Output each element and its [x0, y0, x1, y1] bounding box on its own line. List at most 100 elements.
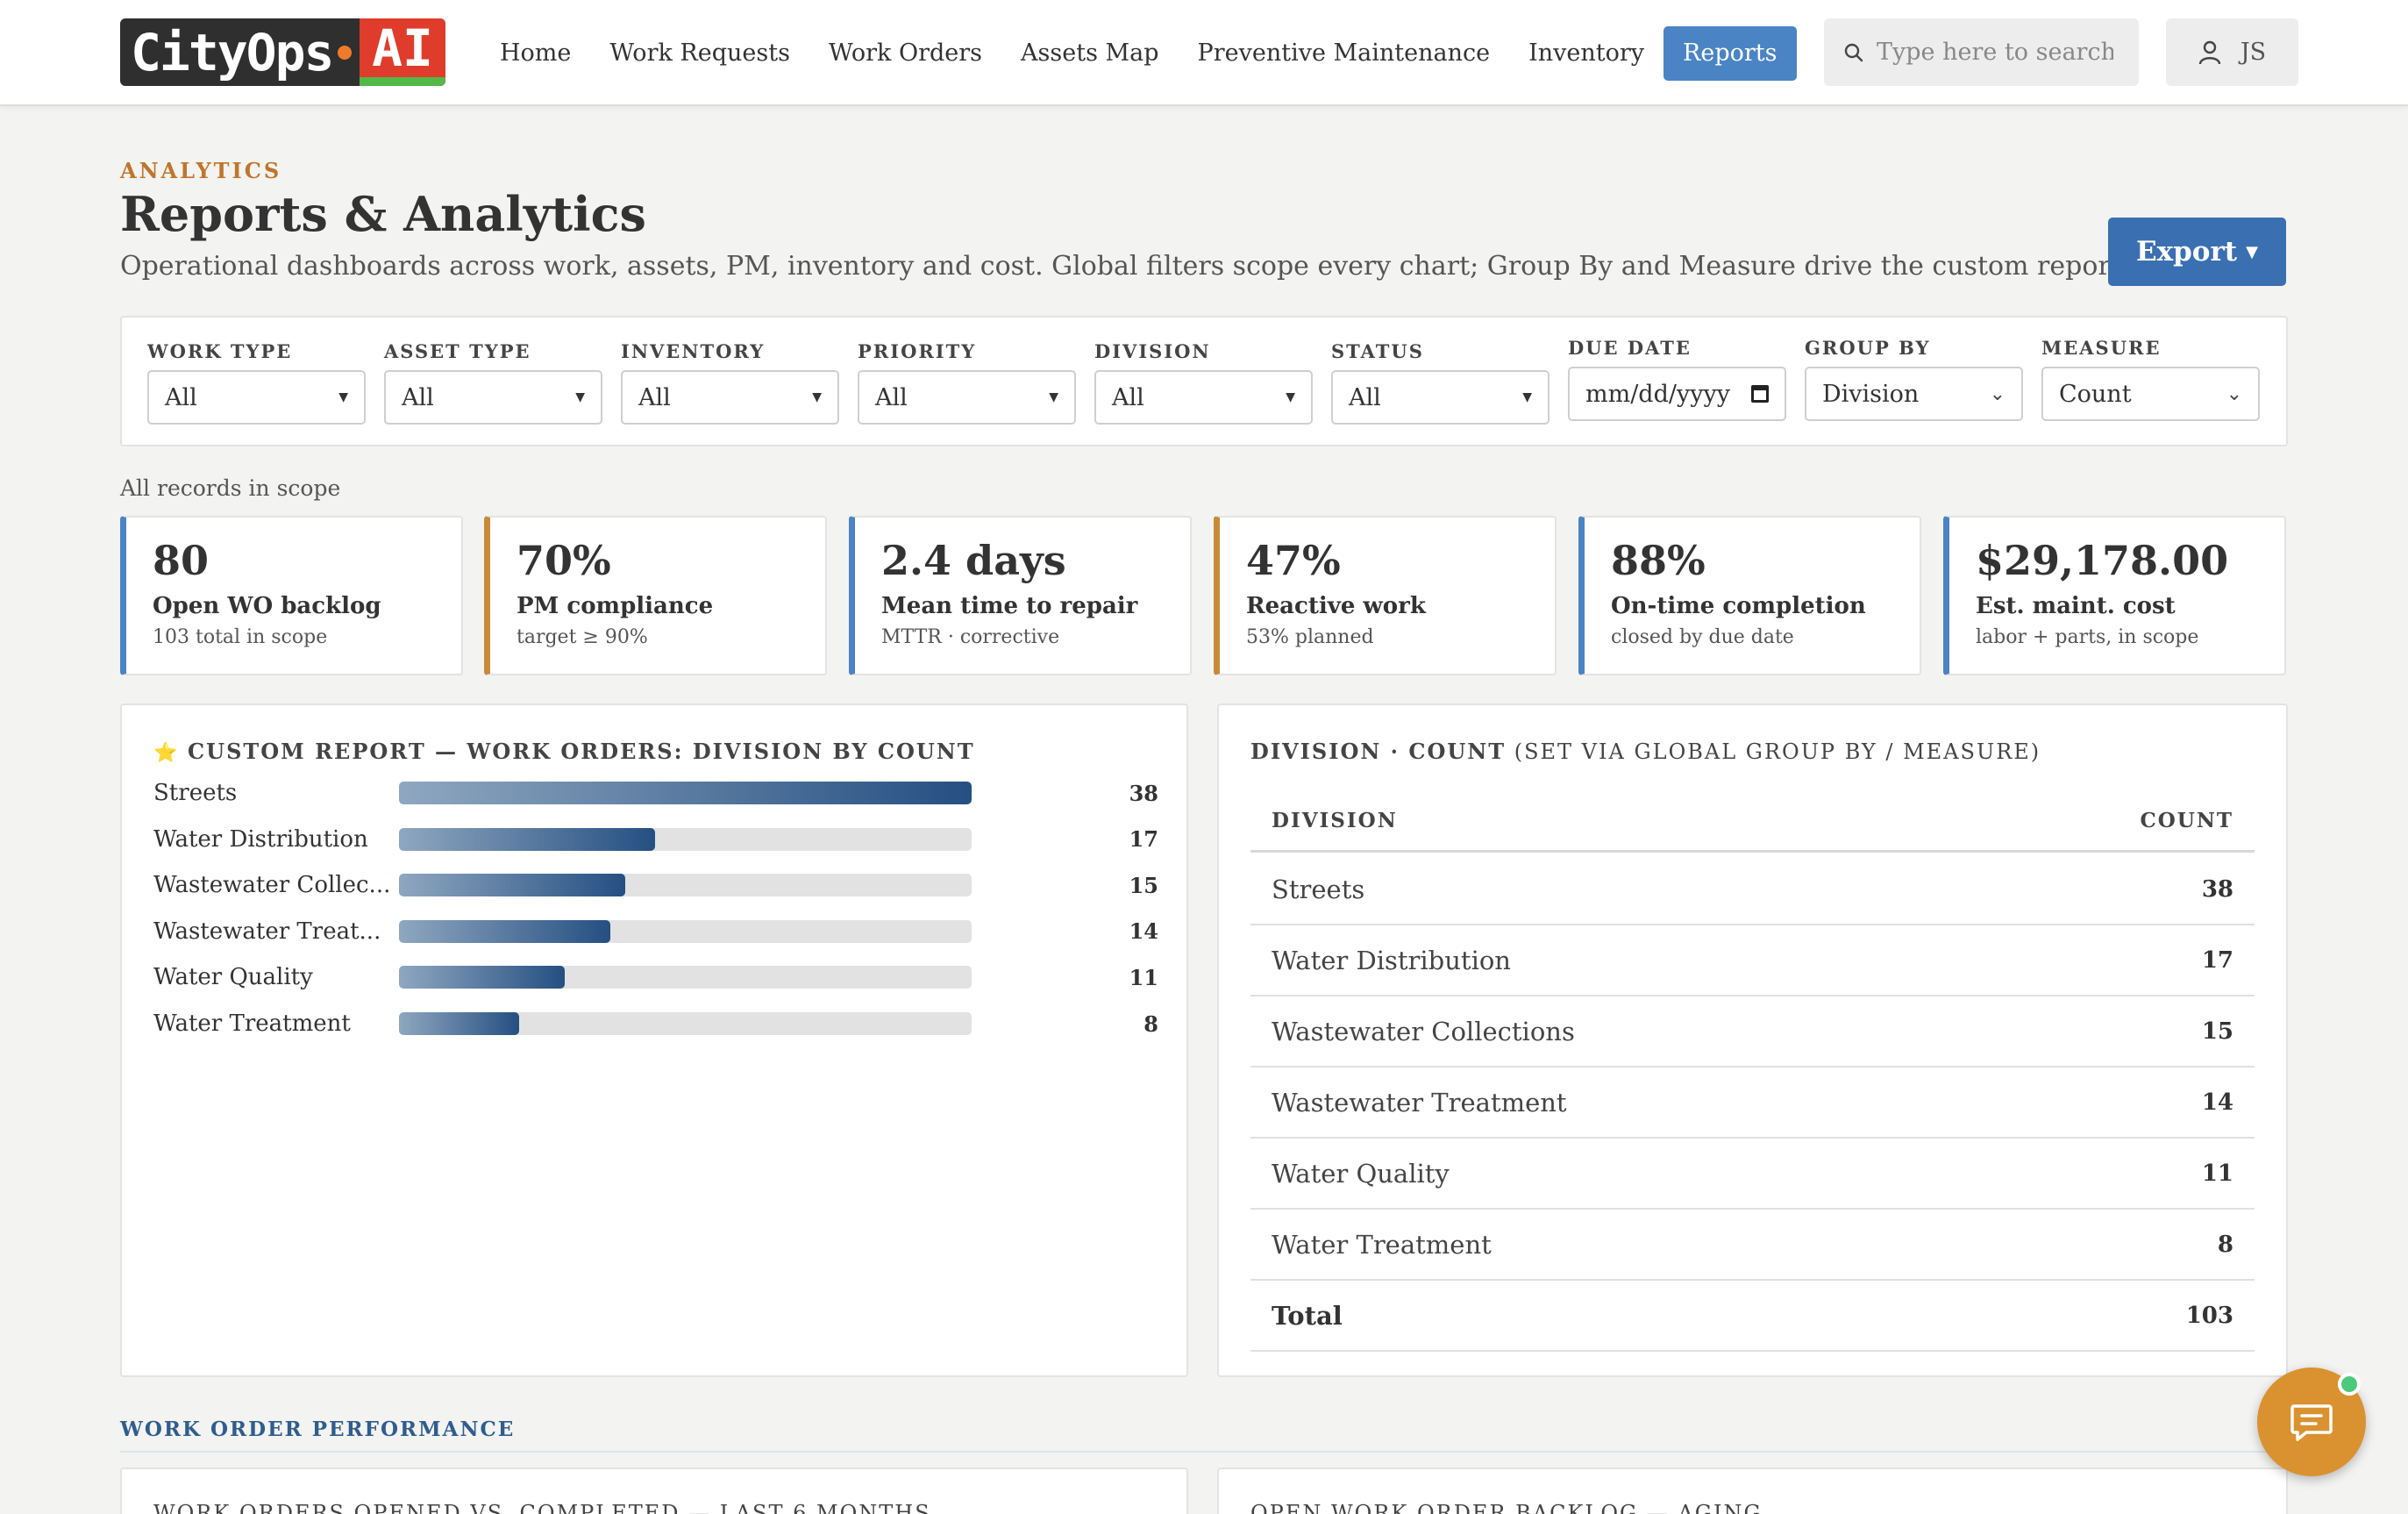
custom-report-title: ⭐ CUSTOM REPORT — WORK ORDERS: DIVISION …: [153, 739, 975, 764]
kpi-card-maint-cost: $29,178.00 Est. maint. cost labor + part…: [1943, 516, 2286, 675]
status-select[interactable]: All ▼: [1331, 370, 1550, 425]
division-count: 11: [2201, 1160, 2233, 1187]
caret-down-icon: ▼: [338, 390, 348, 404]
division-table-title-rest: (SET VIA GLOBAL GROUP BY / MEASURE): [1506, 739, 2041, 764]
bar-value-label: 8: [1143, 1011, 1158, 1037]
kpi-subtext: MTTR · corrective: [881, 626, 1060, 648]
division-count: 17: [2201, 946, 2233, 974]
filter-division: DIVISION All ▼: [1094, 340, 1313, 425]
bar-track: [399, 874, 972, 897]
bar-value-label: 38: [1129, 780, 1158, 806]
chevron-down-icon: ⌄: [2226, 382, 2242, 405]
group-by-select[interactable]: Division ⌄: [1805, 367, 2023, 421]
nav-work-orders[interactable]: Work Orders: [828, 39, 983, 67]
priority-select[interactable]: All ▼: [858, 370, 1076, 425]
kpi-label: On-time completion: [1611, 593, 1866, 619]
cityops-logo[interactable]: CityOps AI: [120, 18, 445, 86]
chat-assistant-button[interactable]: [2257, 1368, 2366, 1476]
kpi-value: 88%: [1611, 537, 1706, 584]
scope-label: All records in scope: [120, 475, 341, 501]
caret-down-icon: ▼: [2246, 242, 2258, 261]
caret-down-icon: ▼: [1522, 390, 1532, 404]
table-row: Streets 38: [1250, 854, 2255, 925]
user-menu-button[interactable]: JS: [2166, 18, 2298, 86]
filter-group-by: GROUP BY Division ⌄: [1805, 337, 2023, 421]
filter-label: PRIORITY: [858, 340, 977, 362]
section-divider: [120, 1451, 2288, 1453]
bar-track: [399, 1012, 972, 1035]
inventory-select[interactable]: All ▼: [621, 370, 839, 425]
bar-value-label: 11: [1129, 964, 1158, 990]
bar: [399, 966, 566, 989]
asset-type-select[interactable]: All ▼: [384, 370, 602, 425]
column-header-division[interactable]: DIVISION: [1272, 809, 1398, 832]
bar-track: [399, 782, 972, 804]
due-date-input[interactable]: mm/dd/yyyy: [1568, 367, 1786, 421]
kpi-value: $29,178.00: [1976, 537, 2229, 584]
division-count: 15: [2201, 1018, 2233, 1045]
export-button[interactable]: Export ▼: [2108, 218, 2286, 286]
bar-category-label: Water Treatment: [153, 1011, 351, 1037]
bar: [399, 874, 625, 897]
kpi-value: 2.4 days: [881, 537, 1066, 584]
panel-title: WORK ORDERS OPENED VS. COMPLETED — LAST …: [153, 1501, 931, 1514]
division-name: Wastewater Treatment: [1272, 1087, 1567, 1118]
kpi-subtext: labor + parts, in scope: [1976, 626, 2199, 648]
select-value: Count: [2059, 380, 2132, 408]
kpi-card-backlog: 80 Open WO backlog 103 total in scope: [120, 516, 463, 675]
filter-work-type: WORK TYPE All ▼: [147, 340, 366, 425]
star-icon: ⭐: [153, 742, 180, 764]
filter-label: DIVISION: [1094, 340, 1211, 362]
nav-inventory[interactable]: Inventory: [1528, 39, 1645, 67]
bar-row: Water Quality 11: [153, 954, 1158, 1000]
nav-assets-map[interactable]: Assets Map: [1021, 39, 1159, 67]
bar-category-label: Wastewater Collec...: [153, 872, 391, 899]
page-eyebrow: ANALYTICS: [120, 158, 282, 183]
calendar-icon[interactable]: [1751, 385, 1769, 403]
bar-category-label: Streets: [153, 780, 238, 806]
nav-preventive-maintenance[interactable]: Preventive Maintenance: [1197, 39, 1491, 67]
bar-track: [399, 827, 972, 851]
caret-down-icon: ▼: [575, 390, 585, 404]
division-name: Wastewater Collections: [1272, 1016, 1575, 1046]
table-row: Wastewater Treatment 14: [1250, 1068, 2255, 1139]
date-value: mm/dd/yyyy: [1585, 380, 1730, 408]
filter-measure: MEASURE Count ⌄: [2041, 337, 2260, 421]
page-title: Reports & Analytics: [120, 186, 646, 242]
kpi-card-mttr: 2.4 days Mean time to repair MTTR · corr…: [849, 516, 1192, 675]
backlog-aging-panel: OPEN WORK ORDER BACKLOG — AGING: [1217, 1468, 2288, 1514]
kpi-subtext: target ≥ 90%: [517, 626, 648, 648]
nav-home[interactable]: Home: [500, 39, 572, 67]
division-table-title-bold: DIVISION · COUNT: [1250, 739, 1507, 764]
chat-icon: [2290, 1404, 2333, 1441]
total-label: Total: [1272, 1300, 1343, 1331]
bar-row: Streets 38: [153, 770, 1158, 816]
filter-label: MEASURE: [2041, 337, 2162, 359]
select-value: All: [638, 383, 671, 411]
division-count: 8: [2217, 1231, 2233, 1258]
division-count: 14: [2201, 1089, 2233, 1116]
page-subtitle: Operational dashboards across work, asse…: [120, 251, 2130, 282]
measure-select[interactable]: Count ⌄: [2041, 367, 2260, 421]
division-name: Water Quality: [1272, 1158, 1450, 1189]
column-header-count[interactable]: COUNT: [2140, 809, 2233, 832]
nav-work-requests[interactable]: Work Requests: [609, 39, 790, 67]
online-status-dot: [2338, 1373, 2361, 1396]
table-row: Water Quality 11: [1250, 1139, 2255, 1210]
select-value: Division: [1822, 380, 1920, 408]
kpi-subtext: closed by due date: [1611, 626, 1794, 648]
bar-track: [399, 919, 972, 943]
bar: [399, 782, 972, 804]
main-nav: Home Work Requests Work Orders Assets Ma…: [481, 26, 1797, 81]
opened-vs-completed-panel: WORK ORDERS OPENED VS. COMPLETED — LAST …: [120, 1468, 1188, 1514]
user-icon: [2198, 40, 2221, 64]
table-total-row: Total 103: [1250, 1281, 2255, 1352]
division-select[interactable]: All ▼: [1094, 370, 1313, 425]
nav-reports[interactable]: Reports: [1664, 26, 1797, 81]
kpi-value: 80: [153, 537, 210, 584]
global-search[interactable]: [1824, 18, 2139, 86]
work-type-select[interactable]: All ▼: [147, 370, 366, 425]
search-input[interactable]: [1877, 39, 2113, 66]
bar-category-label: Wastewater Treat...: [153, 918, 381, 945]
logo-text: CityOps: [131, 22, 334, 82]
